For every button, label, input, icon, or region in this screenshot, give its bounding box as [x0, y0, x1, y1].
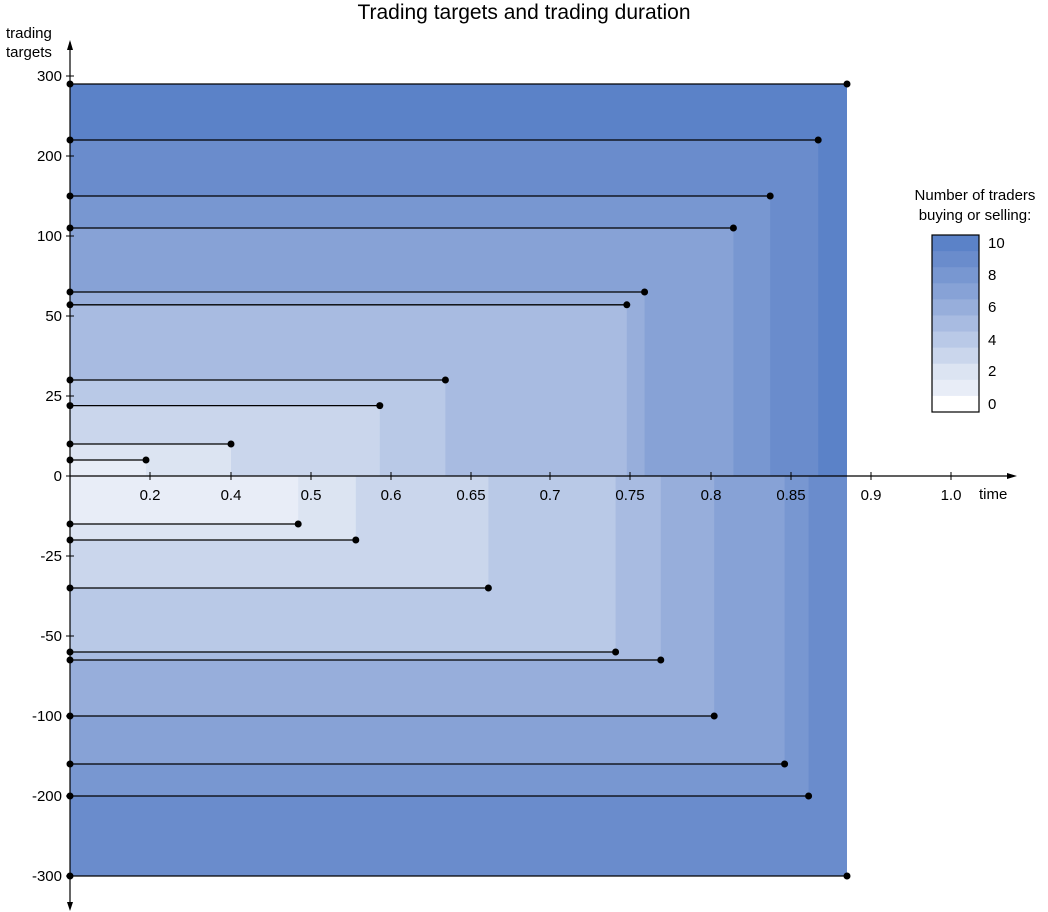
legend-swatch — [932, 251, 979, 268]
y-tick-label: -50 — [40, 628, 62, 645]
legend-swatch — [932, 267, 979, 284]
x-tick-label: 0.4 — [221, 487, 242, 504]
y-tick-label: 25 — [45, 388, 62, 405]
x-tick-label: 0.9 — [861, 487, 882, 504]
x-tick-label: 0.65 — [456, 487, 485, 504]
x-tick-label: 0.2 — [140, 487, 161, 504]
legend-tick-label: 6 — [988, 299, 996, 316]
legend-title: Number of traders buying or selling: — [880, 186, 1048, 226]
y-axis-label: trading targets — [6, 24, 66, 62]
legend-tick-label: 10 — [988, 235, 1005, 252]
trader-end-point — [814, 136, 822, 144]
trader-start-point — [66, 792, 74, 800]
trader-start-point — [66, 192, 74, 200]
trader-end-point — [729, 224, 737, 232]
y-tick-label: 0 — [54, 468, 62, 485]
trader-start-point — [66, 648, 74, 656]
legend-swatch — [932, 379, 979, 397]
trader-start-point — [66, 656, 74, 664]
trader-end-point — [843, 872, 851, 880]
legend-swatch — [932, 331, 979, 349]
legend-swatch — [932, 235, 979, 252]
trader-start-point — [66, 584, 74, 592]
trader-start-point — [66, 440, 74, 448]
legend-tick-label: 0 — [988, 396, 996, 413]
legend-title-line2: buying or selling: — [918, 207, 1032, 224]
legend-tick-label: 4 — [988, 332, 996, 349]
y-axis-label-text: trading targets — [6, 25, 52, 61]
legend-box — [931, 234, 980, 413]
y-tick-label: 300 — [37, 68, 62, 85]
trader-end-point — [612, 648, 620, 656]
trader-end-point — [142, 456, 150, 464]
trader-start-point — [66, 456, 74, 464]
y-axis-arrow-up — [67, 40, 73, 50]
x-axis-arrow — [1007, 473, 1017, 479]
y-tick-label: -300 — [32, 868, 62, 885]
x-tick-label: 0.8 — [701, 487, 722, 504]
chart-title: Trading targets and trading duration — [357, 1, 691, 24]
trader-end-point — [623, 301, 631, 309]
trader-end-point — [227, 440, 235, 448]
x-tick-label: 0.6 — [381, 487, 402, 504]
legend-swatch — [932, 363, 979, 381]
x-tick-label: 0.85 — [776, 487, 805, 504]
y-tick-label: -25 — [40, 548, 62, 565]
trader-start-point — [66, 224, 74, 232]
trader-end-point — [641, 288, 649, 296]
trader-end-point — [843, 80, 851, 88]
trader-start-point — [66, 288, 74, 296]
trader-end-point — [376, 402, 384, 410]
y-tick-label: 200 — [37, 148, 62, 165]
trader-end-point — [781, 760, 789, 768]
legend-swatch — [932, 347, 979, 365]
x-tick-label: 0.75 — [615, 487, 644, 504]
legend-swatch — [932, 283, 979, 300]
legend-tick-label: 2 — [988, 363, 996, 380]
trader-end-point — [441, 376, 449, 384]
y-tick-label: -100 — [32, 708, 62, 725]
y-tick-label: 50 — [45, 308, 62, 325]
trader-start-point — [66, 536, 74, 544]
trader-end-point — [294, 520, 302, 528]
trader-start-point — [66, 136, 74, 144]
trader-end-point — [805, 792, 813, 800]
y-axis-arrow-down — [67, 902, 73, 911]
trader-end-point — [710, 712, 718, 720]
region-sell-1 — [70, 476, 299, 524]
trader-start-point — [66, 712, 74, 720]
x-tick-label: 0.7 — [540, 487, 561, 504]
legend-title-line1: Number of traders — [914, 187, 1036, 204]
y-tick-label: 100 — [37, 228, 62, 245]
region-buy-1 — [70, 460, 146, 476]
trader-start-point — [66, 80, 74, 88]
trader-start-point — [66, 520, 74, 528]
trader-start-point — [66, 301, 74, 309]
x-tick-label: 0.5 — [301, 487, 322, 504]
trader-end-point — [352, 536, 360, 544]
trader-end-point — [484, 584, 492, 592]
trader-end-point — [766, 192, 774, 200]
legend-tick-label: 8 — [988, 267, 996, 284]
x-axis-label: time — [979, 486, 1008, 503]
trader-end-point — [657, 656, 665, 664]
y-tick-label: -200 — [32, 788, 62, 805]
legend-swatch — [932, 315, 979, 333]
x-tick-label: 1.0 — [941, 487, 962, 504]
trader-start-point — [66, 376, 74, 384]
trader-start-point — [66, 402, 74, 410]
legend-swatch — [932, 299, 979, 316]
legend-swatch — [932, 395, 979, 413]
trader-start-point — [66, 872, 74, 880]
trader-start-point — [66, 760, 74, 768]
